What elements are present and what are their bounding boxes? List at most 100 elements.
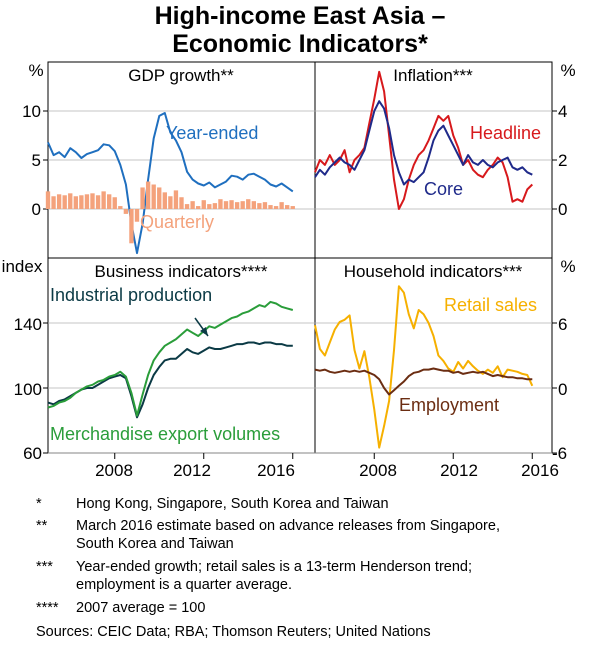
series-quarterly-bar xyxy=(84,194,90,209)
ytick-household-neg6: -6 xyxy=(552,444,567,463)
industrial-production-pointer-head xyxy=(200,327,208,336)
chart-marks xyxy=(45,70,534,459)
xtick-right-2012: 2012 xyxy=(440,461,478,480)
ytick-gdp-5: 5 xyxy=(32,151,41,170)
ytick-business-140: 140 xyxy=(14,315,42,334)
series-quarterly-bar xyxy=(251,201,256,209)
xtick-right-2008: 2008 xyxy=(359,461,397,480)
series-quarterly-bar xyxy=(62,195,67,209)
series-quarterly-bar xyxy=(196,206,201,209)
series-quarterly-bar xyxy=(73,196,78,209)
series-label-employment: Employment xyxy=(399,395,499,415)
series-quarterly-bar xyxy=(279,202,284,209)
series-quarterly-bar xyxy=(179,197,184,209)
series-quarterly-bar xyxy=(290,206,295,209)
panel-title-household: Household indicators*** xyxy=(344,262,523,281)
chart-figure: High-income East Asia – Economic Indicat… xyxy=(2,2,576,480)
series-quarterly-bar xyxy=(112,197,117,209)
series-employment-line xyxy=(314,367,533,396)
series-quarterly-bar xyxy=(129,209,134,244)
footnote-mark: ** xyxy=(36,518,48,534)
unit-label-household: % xyxy=(560,257,575,276)
series-label-merchandise-export-volumes: Merchandise export volumes xyxy=(50,424,280,444)
series-quarterly-bar xyxy=(168,196,173,209)
series-industrial-production-line xyxy=(47,341,293,419)
footnote-text: South Korea and Taiwan xyxy=(76,536,234,552)
series-quarterly-bar xyxy=(268,205,273,209)
ytick-gdp-10: 10 xyxy=(22,102,41,121)
series-headline-line xyxy=(314,70,533,210)
series-quarterly-bar xyxy=(151,184,156,209)
ytick-gdp-0: 0 xyxy=(32,200,41,219)
series-quarterly-bar xyxy=(234,202,240,209)
series-quarterly-bar xyxy=(207,204,212,209)
series-quarterly-bar xyxy=(218,199,223,209)
ytick-business-100: 100 xyxy=(14,380,42,399)
series-merchandise-export-volumes-line xyxy=(47,300,294,417)
ytick-household-6: 6 xyxy=(558,315,567,334)
series-year-ended-line xyxy=(47,112,294,255)
series-quarterly-bar xyxy=(240,201,245,209)
chart-title-line1: High-income East Asia – xyxy=(155,2,446,30)
xtick-left-2012: 2012 xyxy=(173,461,211,480)
panel-title-business: Business indicators**** xyxy=(95,262,268,281)
series-quarterly-bar xyxy=(212,203,218,209)
series-quarterly-bar xyxy=(118,206,123,209)
ytick-household-0: 0 xyxy=(558,380,567,399)
series-quarterly-bar xyxy=(246,199,251,209)
xtick-left-2016: 2016 xyxy=(257,461,295,480)
series-quarterly-bar xyxy=(157,187,162,209)
series-quarterly-bar xyxy=(123,209,129,214)
ytick-inflation-2: 2 xyxy=(558,151,567,170)
series-quarterly-bar xyxy=(184,204,190,209)
series-quarterly-bar xyxy=(273,206,279,209)
series-label-retail-sales: Retail sales xyxy=(444,295,537,315)
footnote-text: Hong Kong, Singapore, South Korea and Ta… xyxy=(76,496,389,512)
series-core-line xyxy=(314,100,533,186)
series-quarterly-bar xyxy=(140,187,145,209)
unit-label-business: index xyxy=(2,257,43,276)
series-quarterly-bar xyxy=(79,195,84,209)
footnote-text: March 2016 estimate based on advance rel… xyxy=(76,518,500,534)
series-quarterly-bar xyxy=(162,192,167,209)
unit-label-inflation: % xyxy=(560,61,575,80)
series-quarterly-bar xyxy=(134,209,140,222)
series-quarterly-bar xyxy=(90,193,95,209)
chart-title-line2: Economic Indicators* xyxy=(172,30,428,58)
series-quarterly-bar xyxy=(257,203,262,209)
sources-line: Sources: CEIC Data; RBA; Thomson Reuters… xyxy=(36,624,431,640)
series-quarterly-bar xyxy=(173,190,179,209)
series-label-headline: Headline xyxy=(470,123,541,143)
footnote-text: Year-ended growth; retail sales is a 13-… xyxy=(76,559,473,575)
series-label-year-ended: Year-ended xyxy=(166,123,258,143)
series-quarterly-bar xyxy=(107,194,112,209)
footnote-mark: *** xyxy=(36,559,53,575)
series-label-quarterly: Quarterly xyxy=(140,212,214,232)
series-quarterly-bar xyxy=(285,205,290,209)
ytick-business-60: 60 xyxy=(23,444,42,463)
footnote-text: 2007 average = 100 xyxy=(76,600,206,616)
series-quarterly-bar xyxy=(56,194,62,209)
series-quarterly-bar xyxy=(262,202,268,209)
ytick-inflation-4: 4 xyxy=(558,102,567,121)
series-quarterly-bar xyxy=(95,195,101,209)
panel-title-gdp: GDP growth** xyxy=(128,66,234,85)
ytick-inflation-0: 0 xyxy=(558,200,567,219)
series-quarterly-bar xyxy=(190,201,195,209)
series-label-core: Core xyxy=(424,179,463,199)
series-quarterly-bar xyxy=(101,191,106,209)
series-quarterly-bar xyxy=(223,201,229,209)
series-quarterly-bar xyxy=(51,196,56,209)
footnote-mark: * xyxy=(36,496,42,512)
series-label-industrial-production: Industrial production xyxy=(50,285,212,305)
footnote-text: employment is a quarter average. xyxy=(76,577,292,593)
series-retail-sales-line xyxy=(314,285,534,449)
panel-title-inflation: Inflation*** xyxy=(393,66,473,85)
series-quarterly-bar xyxy=(201,200,206,209)
footnote-mark: **** xyxy=(36,600,59,616)
xtick-left-2008: 2008 xyxy=(95,461,133,480)
series-quarterly-bar xyxy=(45,191,51,209)
series-quarterly-bar xyxy=(145,181,151,209)
series-quarterly-bar xyxy=(229,200,234,209)
unit-label-gdp: % xyxy=(28,61,43,80)
